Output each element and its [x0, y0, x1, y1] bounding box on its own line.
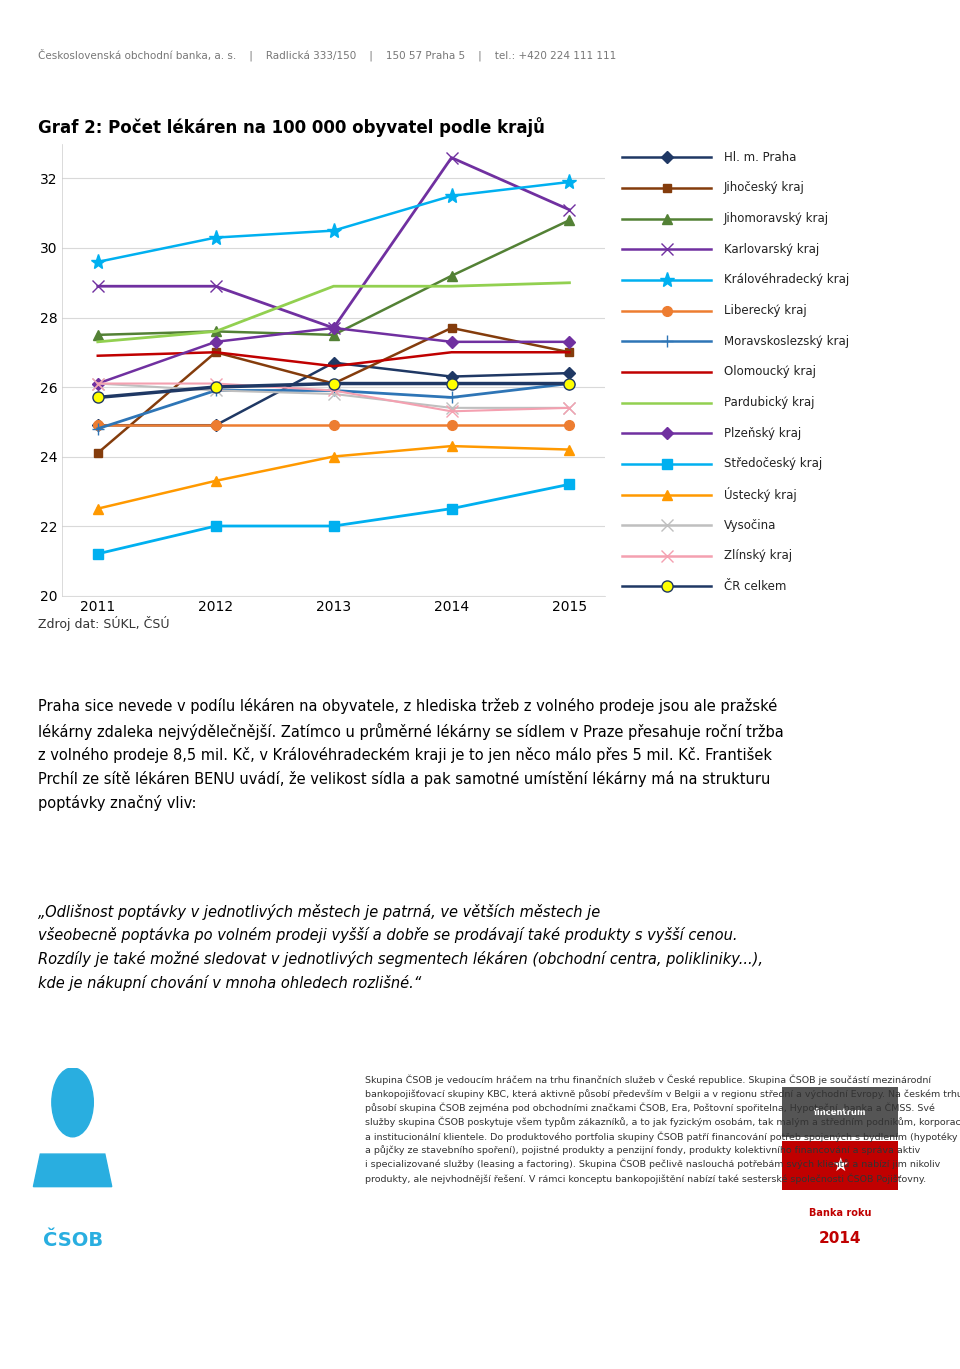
Text: fincentrum: fincentrum — [814, 1108, 866, 1117]
Text: Zdroj dat: SÚKL, ČSÚ: Zdroj dat: SÚKL, ČSÚ — [38, 616, 170, 631]
Text: Jihomoravský kraj: Jihomoravský kraj — [724, 212, 828, 225]
Circle shape — [52, 1068, 93, 1136]
Text: Hl. m. Praha: Hl. m. Praha — [724, 151, 796, 164]
FancyBboxPatch shape — [782, 1140, 898, 1190]
Text: Ústecký kraj: Ústecký kraj — [724, 487, 797, 502]
Text: ČR celkem: ČR celkem — [724, 580, 786, 593]
Text: Zlínský kraj: Zlínský kraj — [724, 549, 792, 563]
Text: Vysočina: Vysočina — [724, 519, 776, 531]
Text: www.csob.cz: www.csob.cz — [29, 1324, 130, 1339]
Text: Plzeňský kraj: Plzeňský kraj — [724, 427, 801, 439]
Text: Královéhradecký kraj: Královéhradecký kraj — [724, 274, 849, 286]
Text: Olomoucký kraj: Olomoucký kraj — [724, 366, 816, 378]
Text: Graf 2: Počet lékáren na 100 000 obyvatel podle krajů: Graf 2: Počet lékáren na 100 000 obyvate… — [38, 116, 545, 137]
Text: Středočeský kraj: Středočeský kraj — [724, 457, 822, 471]
Text: ČSOB – Tisková zpráva: ČSOB – Tisková zpráva — [409, 1324, 551, 1339]
Text: Československá obchodní banka, a. s.    |    Radlická 333/150    |    150 57 Pra: Československá obchodní banka, a. s. | R… — [38, 48, 616, 62]
Text: Moravskoslezský kraj: Moravskoslezský kraj — [724, 335, 849, 348]
Text: Liberecký kraj: Liberecký kraj — [724, 304, 806, 318]
Text: Karlovarský kraj: Karlovarský kraj — [724, 242, 819, 256]
Text: „Odlišnost poptávky v jednotlivých městech je patrná, ve větších městech je
všeo: „Odlišnost poptávky v jednotlivých měste… — [38, 904, 763, 991]
Text: Praha sice nevede v podílu lékáren na obyvatele, z hlediska tržeb z volného prod: Praha sice nevede v podílu lékáren na ob… — [38, 698, 784, 810]
Text: Pardubický kraj: Pardubický kraj — [724, 396, 814, 409]
Text: 2014: 2014 — [819, 1231, 861, 1246]
Text: ★: ★ — [831, 1155, 849, 1175]
Text: strana 7 z 15: strana 7 z 15 — [849, 1325, 931, 1338]
Text: Jihočeský kraj: Jihočeský kraj — [724, 182, 804, 194]
Text: Banka roku: Banka roku — [808, 1209, 872, 1218]
FancyBboxPatch shape — [782, 1087, 898, 1136]
Polygon shape — [34, 1154, 111, 1187]
Text: ČSOB: ČSOB — [42, 1231, 103, 1250]
Text: Skupina ČSOB je vedoucím hráčem na trhu finančních služeb v České republice. Sku: Skupina ČSOB je vedoucím hráčem na trhu … — [365, 1075, 960, 1184]
